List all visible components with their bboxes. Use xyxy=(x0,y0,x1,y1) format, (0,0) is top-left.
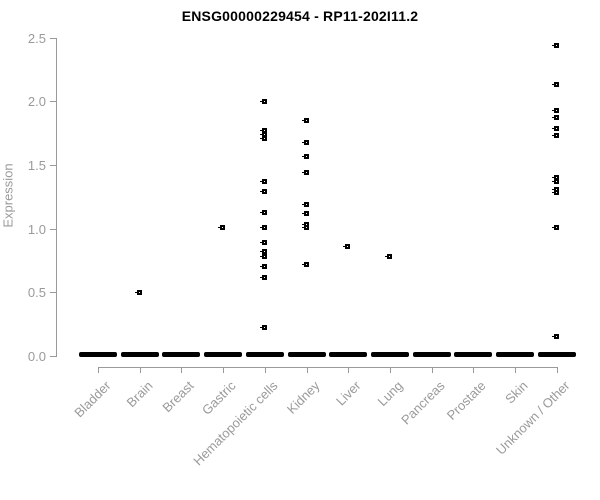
y-tick-label: 1.5 xyxy=(27,157,46,173)
zero-expression-cluster xyxy=(204,351,243,357)
y-axis-line xyxy=(56,37,57,357)
x-axis-tick xyxy=(473,367,475,373)
zero-expression-cluster xyxy=(78,351,117,357)
x-axis-tick xyxy=(97,367,99,373)
data-point xyxy=(259,98,267,104)
data-point xyxy=(551,175,559,181)
y-axis-label: Expression xyxy=(0,163,16,228)
y-tick-label: 0.0 xyxy=(27,349,46,364)
data-point xyxy=(551,107,559,113)
data-point xyxy=(259,240,267,246)
x-axis-tick xyxy=(181,367,183,373)
data-point xyxy=(259,254,267,260)
data-point xyxy=(134,289,142,295)
x-axis-tick xyxy=(515,367,517,373)
y-axis-tick xyxy=(50,101,56,103)
data-point xyxy=(301,261,309,267)
zero-expression-cluster xyxy=(162,351,201,357)
data-point xyxy=(301,201,309,207)
data-point xyxy=(301,139,309,145)
zero-expression-cluster xyxy=(537,351,576,357)
data-point xyxy=(259,189,267,195)
y-tick-label: 2.5 xyxy=(27,30,46,46)
x-axis-tick xyxy=(223,367,225,373)
data-point xyxy=(259,249,267,255)
zero-expression-cluster xyxy=(496,351,535,357)
data-point xyxy=(259,274,267,280)
data-point xyxy=(343,243,351,249)
zero-expression-cluster xyxy=(120,351,159,357)
data-point xyxy=(301,153,309,159)
y-axis-tick xyxy=(50,164,56,166)
zero-expression-cluster xyxy=(287,351,326,357)
data-point xyxy=(551,133,559,139)
data-point xyxy=(218,224,226,230)
data-point xyxy=(551,224,559,230)
data-point xyxy=(259,128,267,134)
data-point xyxy=(551,42,559,48)
x-axis-tick xyxy=(389,367,391,373)
data-point xyxy=(384,254,392,260)
x-axis-tick xyxy=(139,367,141,373)
x-axis-tick xyxy=(431,367,433,373)
x-axis-tick xyxy=(306,367,308,373)
y-axis-tick xyxy=(50,228,56,230)
y-axis-tick xyxy=(50,292,56,294)
data-point xyxy=(259,131,267,137)
data-point xyxy=(551,115,559,121)
y-tick-label: 2.0 xyxy=(27,94,46,110)
data-point xyxy=(259,325,267,331)
x-axis-line xyxy=(97,367,558,368)
y-tick-label: 0.5 xyxy=(27,285,46,301)
data-point xyxy=(551,179,559,185)
zero-expression-cluster xyxy=(245,351,284,357)
data-point xyxy=(551,125,559,131)
data-point xyxy=(551,82,559,88)
data-point xyxy=(551,190,559,196)
x-axis-tick xyxy=(348,367,350,373)
zero-expression-cluster xyxy=(454,351,493,357)
data-point xyxy=(259,264,267,270)
data-point xyxy=(259,179,267,185)
data-point xyxy=(301,117,309,123)
data-point xyxy=(259,135,267,141)
y-tick-label: 1.0 xyxy=(27,221,46,237)
data-point xyxy=(551,334,559,340)
data-point xyxy=(551,186,559,192)
data-point xyxy=(301,224,309,230)
y-axis-tick xyxy=(50,37,56,39)
data-point xyxy=(301,222,309,228)
data-point xyxy=(301,210,309,216)
x-axis-tick xyxy=(556,367,558,373)
data-point xyxy=(259,224,267,230)
y-axis-tick xyxy=(50,356,56,357)
chart-title: ENSG00000229454 - RP11-202I11.2 xyxy=(181,8,419,24)
x-axis-tick xyxy=(264,367,266,373)
zero-expression-cluster xyxy=(329,351,368,357)
zero-expression-cluster xyxy=(412,351,451,357)
data-point xyxy=(259,209,267,215)
zero-expression-cluster xyxy=(370,351,409,357)
data-point xyxy=(301,170,309,176)
